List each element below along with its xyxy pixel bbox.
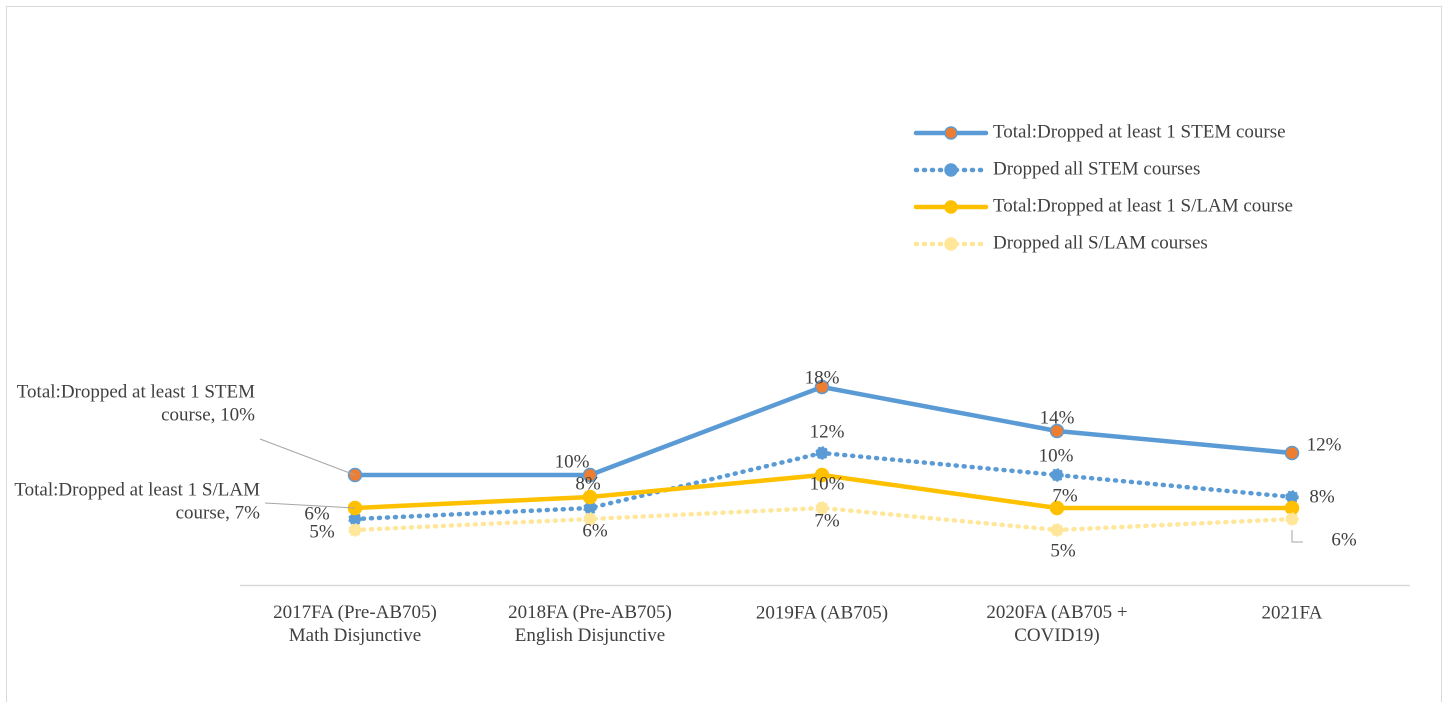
data-point xyxy=(582,467,598,483)
data-point xyxy=(814,379,830,395)
legend-marker xyxy=(944,237,958,251)
data-label: 8% xyxy=(1309,486,1335,507)
data-label: 10% xyxy=(810,473,845,494)
data-point xyxy=(1049,500,1065,516)
data-label: 10% xyxy=(555,451,590,472)
data-label: 7% xyxy=(814,510,840,531)
x-tick-label: 2021FA xyxy=(1262,602,1323,623)
leader-line xyxy=(1291,530,1303,543)
data-point xyxy=(1050,468,1064,482)
data-point xyxy=(348,523,362,537)
data-label: 18% xyxy=(805,367,840,388)
data-point xyxy=(582,489,598,505)
data-point xyxy=(814,467,830,483)
legend-marker xyxy=(944,126,958,140)
x-tick-label: 2018FA (Pre-AB705) English Disjunctive xyxy=(508,602,672,646)
legend-marker xyxy=(944,163,958,177)
data-label: 5% xyxy=(309,521,335,542)
data-label: 8% xyxy=(575,473,601,494)
data-label: 10% xyxy=(1039,445,1074,466)
legend-label: Dropped all STEM courses xyxy=(993,158,1200,179)
x-tick-label: 2019FA (AB705) xyxy=(756,602,888,623)
chart-frame xyxy=(6,6,1442,702)
legend-label: Total:Dropped at least 1 STEM course xyxy=(993,121,1286,142)
legend-label: Total:Dropped at least 1 S/LAM course xyxy=(993,195,1293,216)
x-tick-label: 2020FA (AB705 + COVID19) xyxy=(986,602,1127,646)
leader-line xyxy=(259,438,356,476)
data-label: 12% xyxy=(810,421,845,442)
data-label: 14% xyxy=(1040,407,1075,428)
data-label: Total:Dropped at least 1 S/LAM course, 7% xyxy=(14,480,260,524)
data-label: Total:Dropped at least 1 STEM course, 10% xyxy=(17,382,255,426)
series-line xyxy=(352,505,1295,533)
x-tick-label: 2017FA (Pre-AB705) Math Disjunctive xyxy=(273,602,437,646)
data-label: 7% xyxy=(1052,485,1078,506)
data-label: 6% xyxy=(582,520,608,541)
data-point xyxy=(1285,512,1299,526)
data-label: 12% xyxy=(1307,434,1342,455)
leader-line xyxy=(264,502,356,509)
legend-label: Dropped all S/LAM courses xyxy=(993,232,1208,253)
data-label: 6% xyxy=(1331,529,1357,550)
data-point xyxy=(1284,500,1300,516)
legend-marker xyxy=(944,200,958,214)
data-point xyxy=(815,446,829,460)
data-label: 5% xyxy=(1050,540,1076,561)
data-point xyxy=(1049,423,1065,439)
data-point xyxy=(1050,523,1064,537)
data-point xyxy=(583,512,597,526)
data-point xyxy=(815,501,829,515)
data-point xyxy=(1284,445,1300,461)
data-label: 6% xyxy=(304,503,330,524)
